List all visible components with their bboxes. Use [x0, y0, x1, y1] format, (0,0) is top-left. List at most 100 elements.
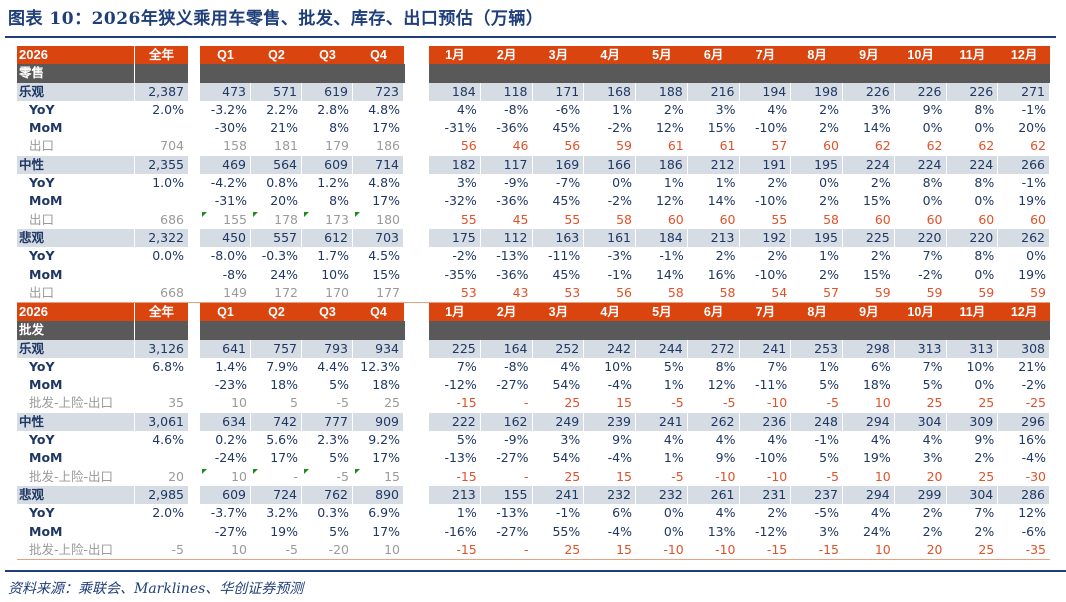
quarter-value: 724 — [251, 485, 302, 505]
month-value: 60 — [874, 211, 891, 227]
quarter-value: -3.2% — [210, 101, 247, 117]
month-value: 60 — [667, 211, 684, 227]
month-value: 60 — [926, 211, 943, 227]
month-value: 10% — [604, 358, 632, 374]
quarter-value: 5% — [329, 377, 349, 393]
header-quarter: Q3 — [302, 303, 353, 322]
comment-flag-icon — [253, 468, 258, 474]
month-value: -5 — [826, 395, 839, 411]
section-label: 零售 — [17, 64, 135, 83]
header-full-year: 全年 — [135, 303, 188, 322]
month-value: 54% — [552, 377, 581, 393]
header-month: 2月 — [480, 303, 533, 322]
export-row: 出口 704 158 181 179 186 56 46 56 59 61 61 57 60 62 62 62 6… — [17, 137, 1050, 155]
quarter-value: 909 — [353, 412, 404, 432]
full-year-value: 6.8% — [152, 358, 184, 374]
ratio-row: YoY 4.6% 0.2% 5.6% 2.3% 9.2% 5% -9% 3% 9% 4% 4% 4% -1… — [17, 431, 1050, 449]
quarter-value: 1.4% — [215, 358, 247, 374]
quarter-value: 12.3% — [360, 358, 400, 374]
month-value: 5% — [663, 358, 684, 374]
row-label: MoM — [29, 120, 63, 136]
retail-table: 2026 全年 Q1 Q2 Q3 Q4 1月 2月 3月 4月 5月 6月 7月 8月 9月 10月 11月 12… — [17, 46, 1050, 304]
month-value: -36% — [496, 120, 529, 136]
comment-flag-icon — [355, 211, 360, 217]
row-label: YoY — [29, 175, 55, 191]
quarter-value: 177 — [376, 284, 400, 300]
source-divider — [5, 570, 1066, 572]
month-value: 5% — [456, 432, 477, 448]
full-year-value: 2,355 — [135, 155, 188, 175]
month-value: 7% — [456, 358, 477, 374]
month-value: 2% — [870, 175, 891, 191]
month-value: 0% — [663, 505, 684, 521]
quarter-value: 619 — [302, 82, 353, 101]
quarter-value: -3.7% — [210, 505, 247, 521]
quarter-value: 934 — [353, 339, 404, 358]
quarter-value: 8% — [329, 120, 349, 136]
month-value: 0% — [663, 523, 684, 539]
month-value: -30 — [1025, 468, 1046, 484]
scenario-row: 悲观 2,985 609 724 762 890 213 155 241 232 232 261 231… — [17, 485, 1050, 505]
comment-flag-icon — [202, 468, 207, 474]
table-header-row: 2026 全年 Q1 Q2 Q3 Q4 1月 2月 3月 4月 5月 6月 7月 8月 9月 10月 11月 12… — [17, 303, 1050, 322]
month-value: 54 — [771, 284, 788, 300]
month-value: -8% — [504, 101, 529, 117]
month-value: 2% — [922, 523, 943, 539]
month-value: 25 — [978, 468, 995, 484]
month-value: 0% — [1026, 248, 1046, 264]
month-value: 225 — [843, 228, 895, 248]
header-month: 7月 — [739, 303, 792, 322]
month-value: 195 — [791, 228, 843, 248]
month-value: 222 — [429, 412, 481, 432]
full-year-value: 2,387 — [135, 82, 188, 101]
month-value: 182 — [429, 155, 481, 175]
table-header-row: 2026 全年 Q1 Q2 Q3 Q4 1月 2月 3月 4月 5月 6月 7月 8月 9月 10月 11月 12… — [17, 46, 1050, 65]
month-value: 3% — [456, 175, 477, 191]
month-value: - — [523, 395, 529, 411]
month-value: 213 — [687, 228, 740, 248]
full-year-value: 20 — [168, 468, 184, 484]
header-full-year: 全年 — [135, 46, 188, 65]
quarter-value: -8% — [222, 266, 247, 282]
quarter-value: 17% — [372, 523, 400, 539]
month-value: -4% — [607, 523, 632, 539]
month-value: 4% — [767, 432, 788, 448]
month-value: 56 — [564, 138, 581, 154]
month-value: 60 — [978, 211, 995, 227]
quarter-value: 723 — [353, 82, 404, 101]
month-value: 19% — [1018, 193, 1046, 209]
month-value: 2% — [819, 266, 839, 282]
quarter-value: 757 — [251, 339, 302, 358]
quarter-value: 17% — [270, 450, 298, 466]
month-value: 62 — [1030, 138, 1046, 154]
quarter-value: 18% — [270, 377, 298, 393]
month-value: 1% — [456, 505, 477, 521]
month-value: 8% — [715, 358, 736, 374]
ratio-row: MoM -31% 20% 8% 17% -32% -36% 45% -2% 12% 14% -10% 2… — [17, 192, 1050, 210]
month-value: -11% — [754, 377, 788, 393]
wholesale-table: 2026 全年 Q1 Q2 Q3 Q4 1月 2月 3月 4月 5月 6月 7月 8月 9月 10月 11月 12… — [17, 303, 1050, 561]
month-value: -12% — [754, 523, 788, 539]
quarter-value: 180 — [376, 211, 400, 227]
quarter-value: 5 — [290, 395, 298, 411]
month-value: 213 — [429, 485, 481, 505]
month-value: 309 — [946, 412, 999, 432]
month-value: 261 — [687, 485, 740, 505]
row-label: MoM — [29, 377, 63, 393]
month-value: 299 — [894, 485, 947, 505]
header-month: 9月 — [843, 303, 895, 322]
quarter-value: 6.9% — [368, 505, 400, 521]
quarter-value: 155 — [223, 211, 247, 227]
full-year-value — [135, 119, 188, 137]
month-value: 294 — [843, 485, 895, 505]
month-value: -10 — [663, 541, 684, 557]
row-label: 中性 — [17, 412, 135, 432]
quarter-value: -24% — [214, 450, 247, 466]
month-value: 62 — [874, 138, 891, 154]
month-value: 59 — [1030, 284, 1046, 300]
month-value: 225 — [429, 339, 481, 358]
header-month: 3月 — [532, 303, 585, 322]
month-value: 6% — [612, 505, 632, 521]
month-value: 15 — [616, 468, 632, 484]
month-value: -10 — [715, 468, 736, 484]
